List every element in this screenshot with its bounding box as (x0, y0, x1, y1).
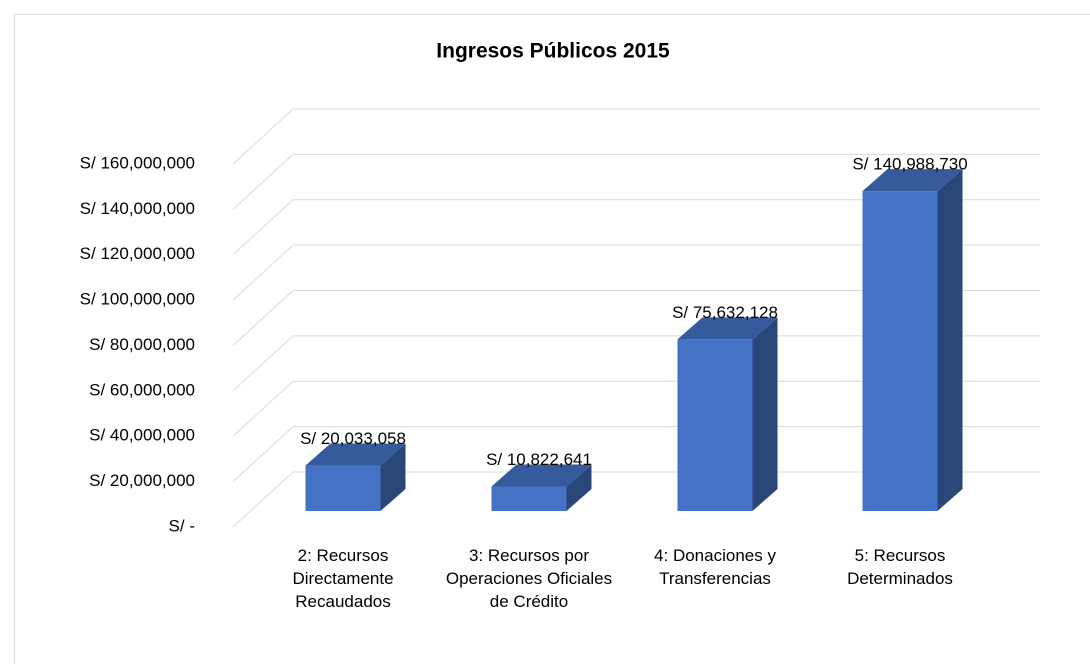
bar-side (752, 317, 778, 511)
y-tick-label: S/ 40,000,000 (89, 426, 195, 445)
bar (491, 486, 567, 511)
x-tick-label: 5: Recursos Determinados (847, 546, 953, 588)
bar-top (491, 464, 592, 487)
x-tick-label: 4: Donaciones y Transferencias (654, 546, 776, 588)
y-tick-label: S/ 100,000,000 (80, 290, 195, 309)
y-tick-label: S/ 20,000,000 (89, 471, 195, 490)
grid-line-side (232, 290, 294, 346)
x-tick-label: 2: Recursos Directamente Recaudados (292, 546, 394, 611)
bar (862, 191, 938, 511)
bar (305, 465, 381, 511)
y-tick-label: S/ 160,000,000 (80, 153, 195, 172)
value-label: S/ 140,988,730 (852, 155, 967, 174)
chart-title: Ingresos Públicos 2015 (436, 40, 670, 63)
grid-line-side (232, 335, 294, 392)
grid-line-side (232, 244, 294, 301)
value-label: S/ 20,033,058 (300, 429, 406, 448)
y-tick-label: S/ 60,000,000 (89, 380, 195, 399)
grid-line-side (232, 154, 294, 210)
grid-line-side (232, 199, 294, 256)
bar-side (937, 169, 963, 511)
bar-side (566, 464, 592, 511)
bar-side (380, 443, 406, 511)
y-tick-label: S/ - (169, 516, 195, 535)
bar-top (862, 169, 963, 192)
y-tick-label: S/ 120,000,000 (80, 244, 195, 263)
grid-line-side (232, 108, 294, 165)
x-tick-label: 3: Recursos por Operaciones Oficiales de… (445, 546, 613, 611)
bar-top (305, 443, 406, 466)
value-label: S/ 10,822,641 (486, 450, 592, 469)
value-label: S/ 75,632,128 (672, 303, 778, 322)
grid-line-side (232, 380, 294, 437)
y-tick-label: S/ 140,000,000 (80, 199, 195, 218)
grid-line-side (232, 471, 294, 528)
grid-line-side (232, 426, 294, 482)
bar-top (677, 317, 778, 340)
y-tick-label: S/ 80,000,000 (89, 335, 195, 354)
bar (677, 339, 753, 511)
